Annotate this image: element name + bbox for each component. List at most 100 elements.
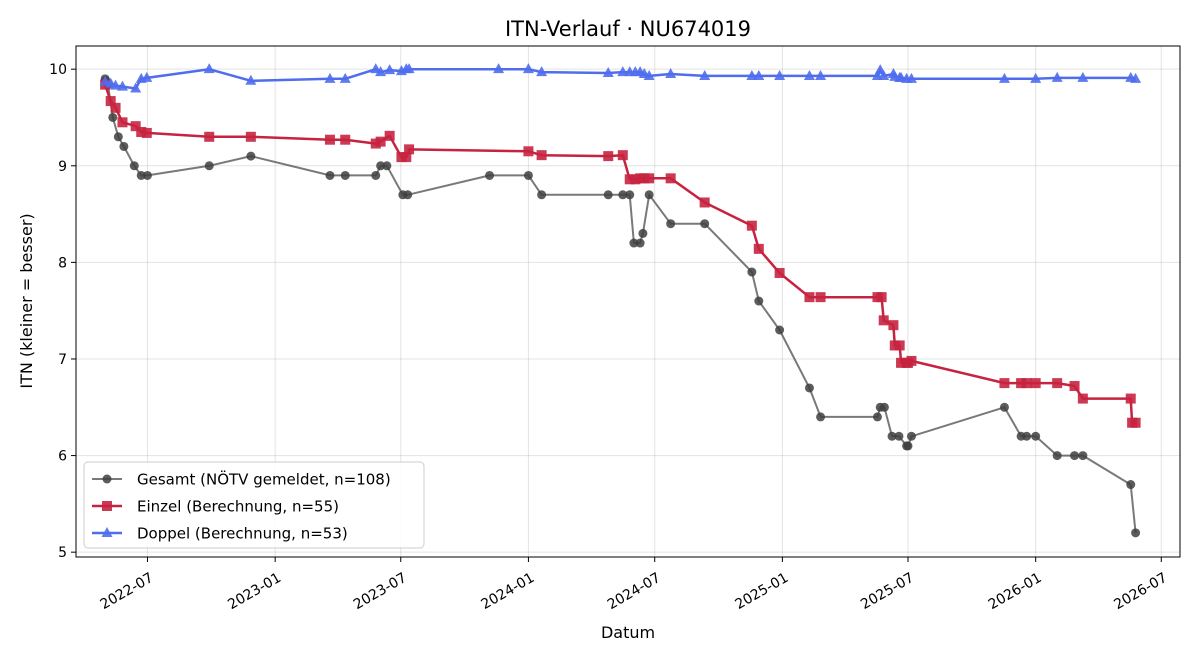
- data-point: [371, 170, 381, 180]
- data-point: [603, 190, 613, 200]
- data-point: [1131, 528, 1141, 538]
- legend-label: Doppel (Berechnung, n=53): [137, 525, 348, 543]
- legend: Gesamt (NÖTV gemeldet, n=108) Einzel (Ber…: [83, 461, 425, 549]
- data-point: [117, 117, 128, 128]
- data-point: [141, 127, 152, 138]
- data-point: [747, 267, 757, 277]
- data-point: [246, 151, 256, 161]
- data-point: [340, 134, 351, 145]
- data-point: [754, 296, 764, 306]
- data-point: [204, 161, 214, 171]
- data-point: [1069, 381, 1080, 392]
- data-point: [108, 112, 118, 122]
- data-point: [775, 325, 785, 335]
- data-point: [110, 102, 121, 113]
- data-point: [1030, 378, 1041, 389]
- data-point: [903, 441, 913, 451]
- data-point: [1021, 378, 1032, 389]
- data-point: [1130, 72, 1142, 83]
- data-point: [635, 238, 645, 248]
- data-point: [774, 69, 786, 80]
- data-point: [603, 151, 614, 162]
- data-point: [629, 238, 639, 248]
- data-point: [887, 431, 897, 441]
- data-point: [1022, 431, 1032, 441]
- data-point: [1077, 393, 1088, 404]
- legend-label: Gesamt (NÖTV gemeldet, n=108): [137, 470, 391, 489]
- y-tick-label: 9: [58, 159, 67, 175]
- data-point: [129, 161, 139, 171]
- data-point: [644, 190, 654, 200]
- data-point: [774, 268, 785, 279]
- data-point: [245, 74, 257, 85]
- data-point: [493, 63, 505, 74]
- data-point: [324, 72, 336, 83]
- data-point: [1016, 378, 1027, 389]
- data-point: [894, 340, 905, 351]
- data-point: [130, 121, 141, 132]
- data-point: [999, 378, 1010, 389]
- data-point: [624, 174, 635, 185]
- data-point: [404, 144, 415, 155]
- y-tick-label: 5: [58, 545, 67, 561]
- series-layer: [99, 63, 1142, 538]
- series-triangle: [99, 63, 1142, 93]
- data-point: [625, 190, 635, 200]
- data-point: [403, 190, 413, 200]
- plot-frame: [75, 45, 1181, 558]
- data-point: [1126, 480, 1136, 490]
- data-point: [700, 219, 710, 229]
- data-point: [1051, 71, 1063, 82]
- data-point: [905, 72, 917, 83]
- data-point: [204, 131, 215, 142]
- data-point: [618, 190, 628, 200]
- data-point: [136, 126, 147, 137]
- data-point: [753, 243, 764, 254]
- data-point: [141, 71, 153, 82]
- data-point: [665, 173, 676, 184]
- data-point: [803, 69, 815, 80]
- data-point: [998, 72, 1010, 83]
- data-point: [116, 80, 128, 91]
- data-point: [1125, 393, 1136, 404]
- data-point: [105, 96, 116, 107]
- data-point: [1030, 72, 1042, 83]
- data-point: [136, 170, 146, 180]
- data-point: [130, 82, 142, 93]
- data-point: [1052, 451, 1062, 461]
- legend-items: Gesamt (NÖTV gemeldet, n=108) Einzel (Ber…: [92, 470, 391, 543]
- data-point: [401, 152, 412, 163]
- data-point: [340, 170, 350, 180]
- data-point: [110, 79, 122, 90]
- data-point: [536, 150, 547, 161]
- y-tick-label: 6: [58, 449, 67, 465]
- legend-marker: [102, 474, 112, 484]
- data-point: [523, 170, 533, 180]
- data-point: [384, 64, 396, 75]
- data-point: [746, 69, 758, 80]
- data-point: [906, 355, 917, 366]
- legend-marker: [102, 501, 112, 511]
- data-point: [878, 315, 889, 326]
- data-point: [872, 412, 882, 422]
- data-point: [666, 219, 676, 229]
- data-point: [753, 69, 765, 80]
- data-point: [376, 161, 386, 171]
- data-point: [896, 357, 907, 368]
- data-point: [804, 383, 814, 393]
- data-point: [815, 69, 827, 80]
- data-point: [339, 72, 351, 83]
- data-point: [876, 292, 887, 303]
- data-point: [485, 170, 495, 180]
- x-axis-label: Datum: [601, 623, 655, 642]
- y-tick-label: 10: [49, 62, 67, 78]
- data-point: [643, 69, 655, 80]
- legend-label: Einzel (Berechnung, n=55): [137, 498, 339, 516]
- data-point: [536, 66, 548, 77]
- y-axis: 5 6 7 8 9 10: [49, 62, 76, 561]
- data-point: [142, 170, 152, 180]
- grid-layer: [76, 46, 1180, 557]
- data-point: [384, 130, 395, 141]
